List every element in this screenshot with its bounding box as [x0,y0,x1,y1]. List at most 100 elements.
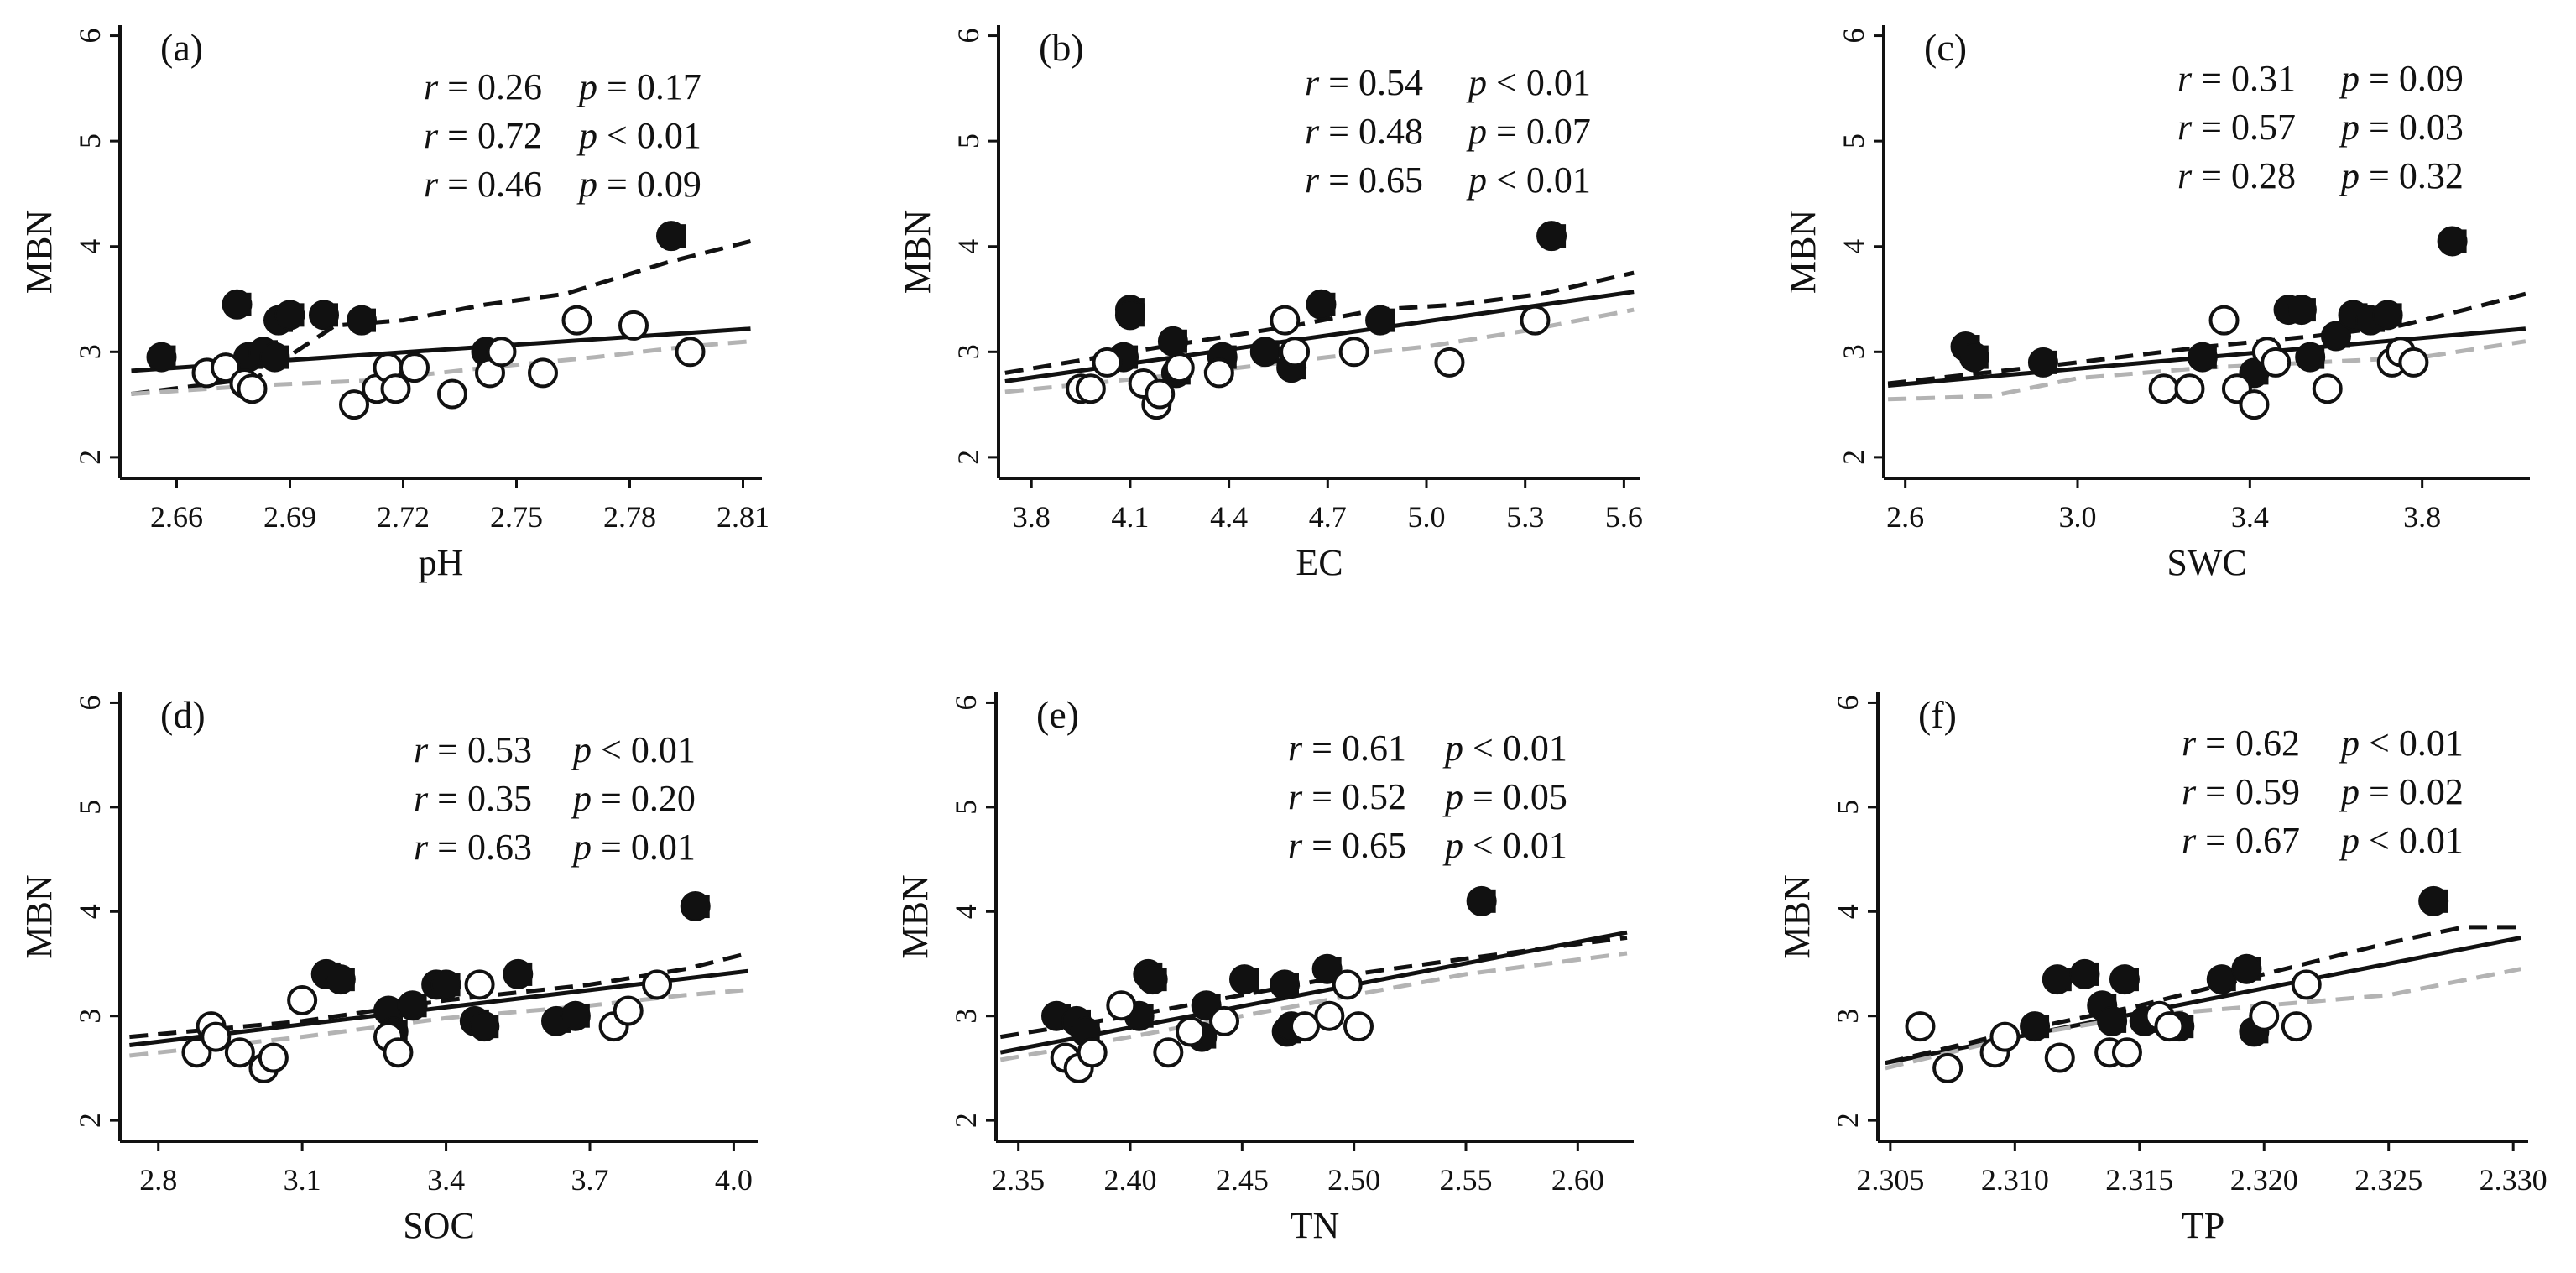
x-tick-label: 4.0 [715,1163,753,1197]
p-value-text: p = 0.09 [2339,58,2464,99]
data-point-filled [347,305,377,336]
data-point-open [464,969,495,1000]
data-point-open [1270,305,1301,336]
data-point-open [181,1037,212,1068]
panel-e: 2.35 2.40 2.45 2.50 2.55 2.60 2 3 4 5 6 TN MBN (e) r =… [894,692,1634,1246]
data-point-filled [680,891,711,922]
x-tick-label: 3.4 [2231,500,2269,534]
data-point-open [1338,337,1369,368]
data-point-filled [1536,221,1567,252]
data-point-open [2291,969,2322,1000]
x-tick-label: 2.330 [2480,1163,2547,1197]
r-value-text: r = 0.72 [424,115,542,156]
p-value-text: p < 0.01 [1466,62,1591,103]
data-point-filled [2109,964,2140,995]
data-point-filled [2042,964,2073,995]
y-tick-label: 3 [73,344,107,359]
data-point-open [1145,378,1176,410]
x-tick-label: 2.310 [1981,1163,2049,1197]
r-value-text: r = 0.65 [1288,825,1406,866]
y-tick-label: 4 [952,239,985,254]
y-tick-label: 2 [73,1113,107,1128]
panel-label: (f) [1918,693,1957,736]
data-point-filled [1306,289,1337,320]
r-value-text: r = 0.65 [1305,159,1423,201]
y-tick-label: 6 [952,29,985,44]
trend-line-dash_gray [1885,967,2521,1071]
y-tick-label: 4 [73,239,107,254]
data-point-filled [1365,305,1396,336]
data-point-filled [1311,953,1343,984]
x-tick-label: 2.8 [139,1163,177,1197]
data-point-filled [2295,342,2326,373]
y-tick-label: 3 [1837,344,1870,359]
p-value-text: p < 0.01 [1442,825,1567,866]
data-point-open [2148,373,2179,404]
data-point-open [437,378,467,410]
x-tick-label: 2.320 [2230,1163,2298,1197]
data-point-open [2154,1011,2185,1042]
data-point-open [2312,373,2343,404]
x-tick-label: 3.8 [1013,500,1051,534]
x-tick-label: 2.55 [1440,1163,1493,1197]
data-point-open [1314,1000,1345,1031]
data-point-filled [397,990,428,1021]
data-point-filled [325,964,356,995]
panel-label: (a) [160,26,203,69]
data-point-filled [1958,342,1989,373]
data-point-open [1434,347,1465,378]
data-point-open [1153,1037,1184,1068]
x-axis-title: SWC [2167,542,2246,583]
data-point-filled [2231,953,2262,984]
p-value-text: p = 0.05 [1442,776,1567,817]
r-value-text: r = 0.61 [1288,728,1406,769]
data-point-filled [1137,964,1168,995]
data-point-open [2249,1000,2280,1031]
data-point-filled [1249,337,1280,368]
panel-label: (e) [1036,693,1079,736]
x-tick-label: 3.7 [571,1163,609,1197]
x-tick-label: 3.0 [2059,500,2097,534]
y-tick-label: 3 [949,1009,983,1024]
y-axis-title: MBN [18,874,60,958]
x-tick-label: 5.0 [1408,500,1446,534]
data-point-open [1905,1011,1936,1042]
r-value-text: r = 0.54 [1305,62,1423,103]
r-value-text: r = 0.52 [1288,776,1406,817]
data-point-open [528,357,558,389]
data-point-open [561,305,592,336]
data-point-filled [222,289,253,320]
y-tick-label: 2 [1831,1113,1864,1128]
y-tick-label: 6 [73,29,107,44]
y-tick-label: 6 [1831,695,1864,710]
x-tick-label: 3.4 [427,1163,465,1197]
trend-line-dash_black [129,951,749,1040]
data-point-open [2208,305,2240,336]
r-value-text: r = 0.63 [414,827,532,868]
x-axis-title: TP [2182,1205,2224,1246]
data-point-open [2111,1037,2142,1068]
data-point-filled [430,969,461,1000]
p-value-text: p = 0.20 [571,778,696,819]
data-point-open [642,969,672,1000]
x-tick-label: 2.315 [2105,1163,2173,1197]
x-tick-label: 2.81 [717,500,769,534]
data-point-open [211,352,241,383]
r-value-text: r = 0.31 [2177,58,2296,99]
data-point-filled [2069,958,2100,989]
y-tick-label: 5 [1837,133,1870,149]
data-point-filled [2286,295,2317,326]
data-point-open [287,985,318,1016]
y-axis-title: MBN [1776,874,1817,958]
data-point-filled [1466,885,1497,916]
data-point-filled [1229,964,1259,995]
data-point-open [224,1037,255,1068]
panel-label: (c) [1924,26,1967,69]
y-tick-label: 5 [1831,800,1864,815]
x-tick-label: 5.6 [1605,500,1643,534]
x-tick-label: 2.45 [1216,1163,1269,1197]
data-point-open [339,389,369,420]
data-point-filled [2187,342,2218,373]
y-axis-title: MBN [1782,210,1823,294]
data-point-open [486,337,517,368]
